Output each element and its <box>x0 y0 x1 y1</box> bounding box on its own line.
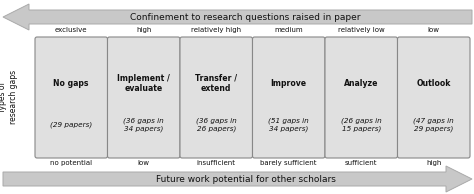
Text: Types of
research gaps: Types of research gaps <box>0 70 18 124</box>
FancyBboxPatch shape <box>180 37 253 158</box>
Text: Transfer /
extend: Transfer / extend <box>195 74 237 93</box>
Polygon shape <box>3 166 472 192</box>
Text: (51 gaps in
34 papers): (51 gaps in 34 papers) <box>268 117 309 132</box>
Text: high: high <box>136 27 151 33</box>
Text: sufficient: sufficient <box>345 160 377 166</box>
Text: relatively high: relatively high <box>191 27 241 33</box>
Text: No gaps: No gaps <box>54 79 89 88</box>
Text: low: low <box>428 27 440 33</box>
Text: Improve: Improve <box>271 79 307 88</box>
Text: (29 papers): (29 papers) <box>50 121 92 128</box>
FancyBboxPatch shape <box>325 37 398 158</box>
FancyBboxPatch shape <box>253 37 325 158</box>
Text: Future work potential for other scholars: Future work potential for other scholars <box>155 174 336 184</box>
FancyBboxPatch shape <box>398 37 470 158</box>
Text: Analyze: Analyze <box>344 79 379 88</box>
Polygon shape <box>3 4 472 30</box>
Text: relatively low: relatively low <box>338 27 384 33</box>
Text: medium: medium <box>274 27 303 33</box>
Text: (36 gaps in
34 papers): (36 gaps in 34 papers) <box>123 117 164 132</box>
FancyBboxPatch shape <box>35 37 108 158</box>
FancyBboxPatch shape <box>108 37 180 158</box>
Text: low: low <box>138 160 150 166</box>
Text: Implement /
evaluate: Implement / evaluate <box>117 74 170 93</box>
Text: Outlook: Outlook <box>417 79 451 88</box>
Text: (36 gaps in
26 papers): (36 gaps in 26 papers) <box>196 117 237 132</box>
Text: no potential: no potential <box>50 160 92 166</box>
Text: (47 gaps in
29 papers): (47 gaps in 29 papers) <box>413 117 454 132</box>
Text: exclusive: exclusive <box>55 27 88 33</box>
Text: high: high <box>426 160 441 166</box>
Text: (26 gaps in
15 papers): (26 gaps in 15 papers) <box>341 117 382 132</box>
Text: Confinement to research questions raised in paper: Confinement to research questions raised… <box>130 12 361 22</box>
Text: insufficient: insufficient <box>197 160 236 166</box>
Text: barely sufficient: barely sufficient <box>261 160 317 166</box>
